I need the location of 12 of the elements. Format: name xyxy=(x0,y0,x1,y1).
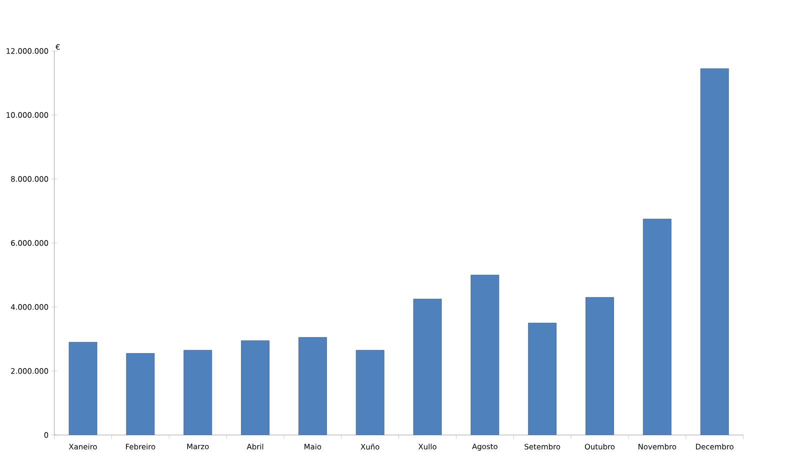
bar xyxy=(586,297,614,435)
bar xyxy=(528,322,557,435)
bar xyxy=(413,298,442,435)
bar xyxy=(241,340,270,435)
bar xyxy=(470,274,500,435)
bar xyxy=(298,337,327,435)
bar xyxy=(700,68,729,435)
bar xyxy=(184,350,212,435)
bar xyxy=(68,342,98,435)
bar xyxy=(356,350,384,435)
bar xyxy=(642,218,672,435)
bar xyxy=(126,353,155,435)
